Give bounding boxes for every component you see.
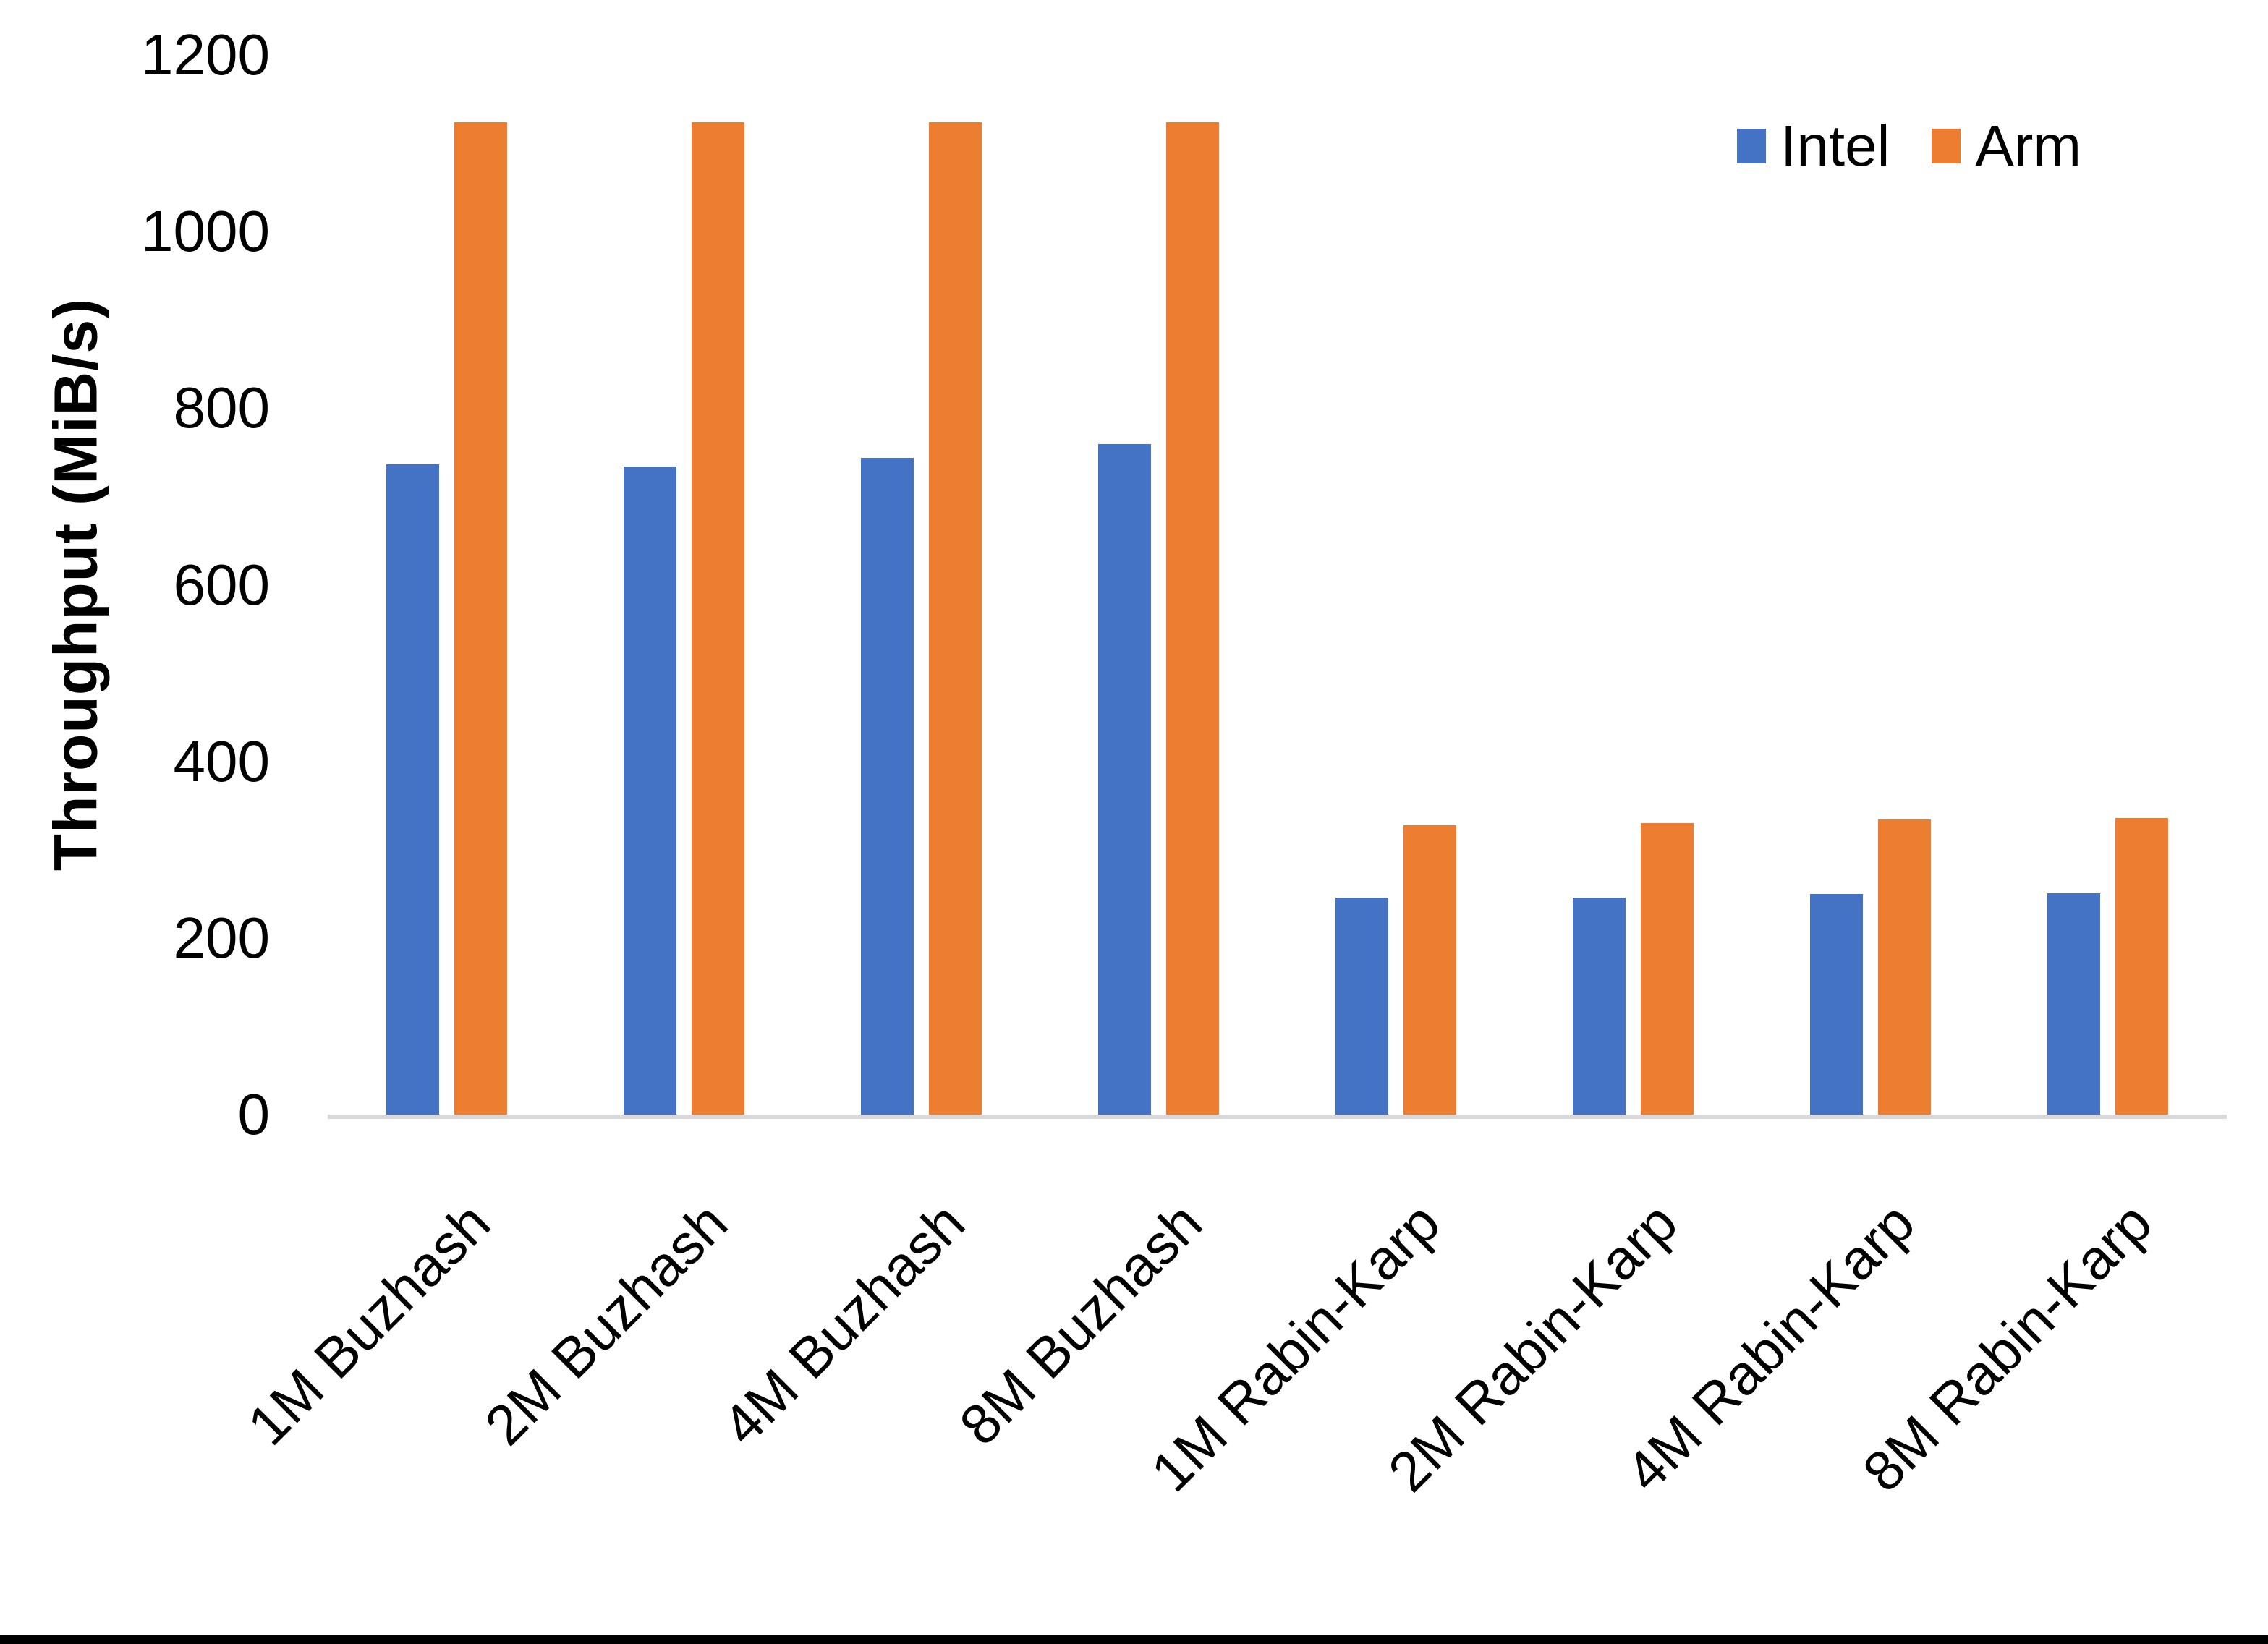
y-tick-label-1000: 1000 (141, 199, 270, 264)
bar-intel-6 (1810, 893, 1864, 1115)
bar-arm-5 (1641, 823, 1694, 1115)
y-tick-label-200: 200 (173, 905, 270, 970)
bar-arm-4 (1403, 825, 1457, 1115)
legend-item-intel: Intel (1737, 114, 1890, 178)
legend-swatch-arm (1932, 129, 1961, 163)
legend-swatch-intel (1737, 129, 1767, 163)
bar-arm-1 (691, 122, 744, 1115)
bar-intel-0 (386, 464, 439, 1115)
bar-intel-1 (623, 466, 676, 1115)
bar-intel-3 (1097, 444, 1151, 1115)
y-tick-label-1200: 1200 (141, 22, 270, 87)
y-tick-label-0: 0 (237, 1082, 271, 1146)
bar-arm-0 (454, 122, 507, 1115)
y-tick-label-800: 800 (173, 375, 270, 440)
bar-intel-4 (1335, 897, 1389, 1115)
bar-arm-2 (928, 122, 982, 1115)
legend-label-intel: Intel (1780, 114, 1890, 178)
bar-arm-6 (1878, 819, 1932, 1115)
legend: Intel Arm (1737, 114, 2081, 178)
bottom-border (0, 1635, 2268, 1644)
bar-arm-3 (1165, 122, 1219, 1115)
bar-arm-7 (2115, 817, 2169, 1115)
y-tick-label-600: 600 (173, 552, 270, 617)
bar-intel-7 (2047, 893, 2101, 1115)
x-category-label-0: 1M Buzhash (235, 1190, 503, 1457)
y-tick-label-400: 400 (173, 728, 270, 793)
bar-intel-2 (860, 457, 914, 1115)
legend-item-arm: Arm (1932, 114, 2081, 178)
legend-label-arm: Arm (1975, 114, 2081, 178)
x-axis-line (328, 1115, 2227, 1119)
bar-intel-5 (1573, 897, 1626, 1115)
